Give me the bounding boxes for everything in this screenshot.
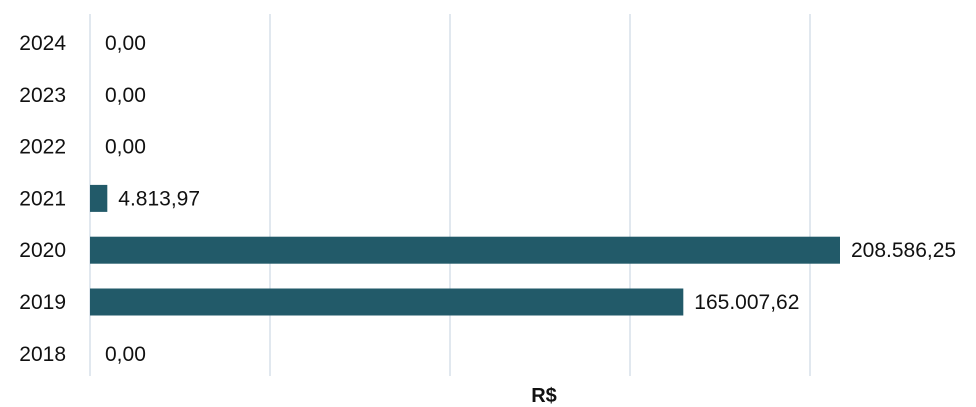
value-label-2023: 0,00 bbox=[105, 84, 146, 107]
value-label-2020: 208.586,25 bbox=[851, 239, 956, 262]
category-label-2021: 2021 bbox=[19, 187, 66, 210]
category-label-2018: 2018 bbox=[19, 343, 66, 366]
category-label-2024: 2024 bbox=[19, 32, 66, 55]
category-label-2023: 2023 bbox=[19, 84, 66, 107]
bar-2020 bbox=[90, 236, 840, 264]
value-labels: 0,00 0,00 0,00 4.813,97 208.586,25 165.007,62… bbox=[105, 32, 956, 366]
value-label-2018: 0,00 bbox=[105, 343, 146, 366]
value-label-2024: 0,00 bbox=[105, 32, 146, 55]
value-label-2021: 4.813,97 bbox=[118, 187, 200, 210]
value-label-2019: 165.007,62 bbox=[694, 291, 799, 314]
category-labels: 2024 2023 2022 2021 2020 2019 2018 bbox=[19, 32, 66, 366]
value-label-2022: 0,00 bbox=[105, 136, 146, 159]
bar-series bbox=[90, 184, 840, 316]
bar-2021 bbox=[90, 184, 108, 212]
category-label-2020: 2020 bbox=[19, 239, 66, 262]
bar-2019 bbox=[90, 288, 684, 316]
x-axis-title: R$ bbox=[531, 385, 557, 407]
category-label-2022: 2022 bbox=[19, 136, 66, 159]
category-label-2019: 2019 bbox=[19, 291, 66, 314]
grid-lines bbox=[89, 14, 811, 376]
